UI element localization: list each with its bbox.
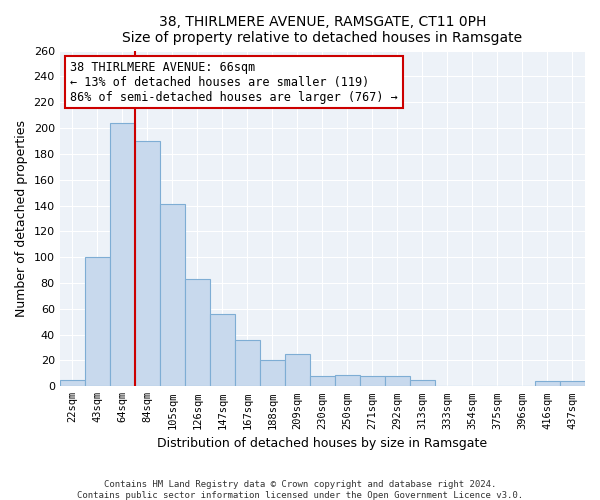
Bar xyxy=(235,340,260,386)
Bar xyxy=(160,204,185,386)
Bar xyxy=(135,141,160,386)
Bar xyxy=(85,257,110,386)
X-axis label: Distribution of detached houses by size in Ramsgate: Distribution of detached houses by size … xyxy=(157,437,487,450)
Bar xyxy=(385,376,410,386)
Bar xyxy=(285,354,310,386)
Bar xyxy=(335,374,360,386)
Bar xyxy=(210,314,235,386)
Bar xyxy=(410,380,435,386)
Text: Contains HM Land Registry data © Crown copyright and database right 2024.
Contai: Contains HM Land Registry data © Crown c… xyxy=(77,480,523,500)
Text: 38 THIRLMERE AVENUE: 66sqm
← 13% of detached houses are smaller (119)
86% of sem: 38 THIRLMERE AVENUE: 66sqm ← 13% of deta… xyxy=(70,60,398,104)
Bar xyxy=(560,381,585,386)
Title: 38, THIRLMERE AVENUE, RAMSGATE, CT11 0PH
Size of property relative to detached h: 38, THIRLMERE AVENUE, RAMSGATE, CT11 0PH… xyxy=(122,15,523,45)
Bar xyxy=(59,380,85,386)
Bar xyxy=(260,360,285,386)
Y-axis label: Number of detached properties: Number of detached properties xyxy=(15,120,28,317)
Bar xyxy=(185,279,210,386)
Bar xyxy=(310,376,335,386)
Bar xyxy=(360,376,385,386)
Bar xyxy=(535,381,560,386)
Bar xyxy=(110,123,135,386)
